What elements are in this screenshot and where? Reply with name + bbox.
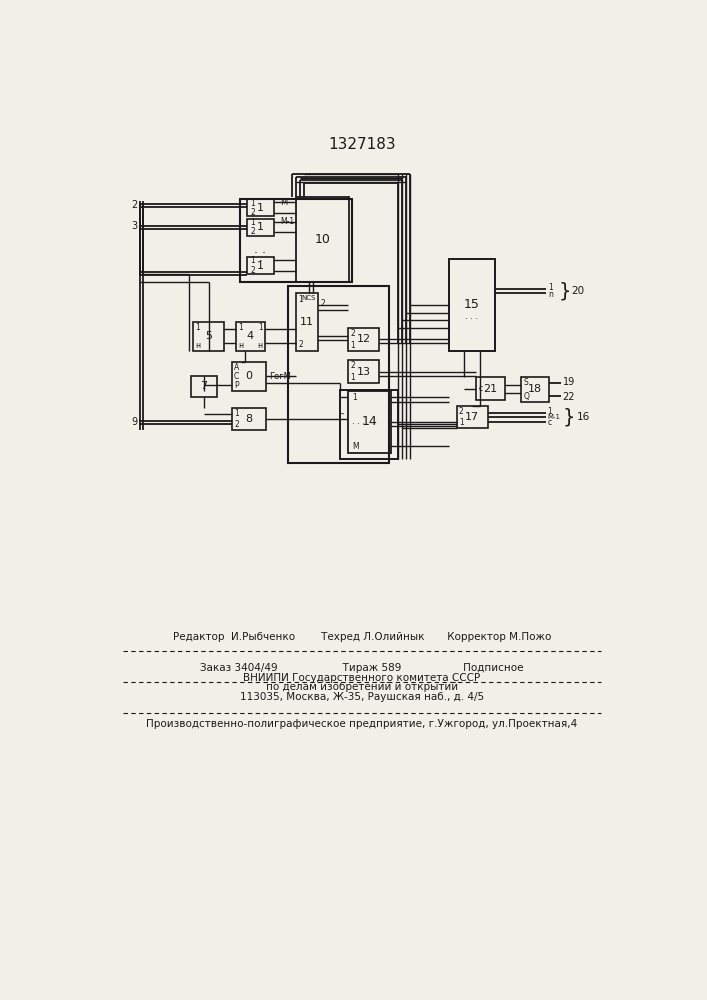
Text: 1: 1 [547, 407, 552, 416]
Text: 2: 2 [351, 361, 355, 370]
Bar [247, 257, 274, 274]
Text: 15: 15 [464, 298, 480, 311]
Bar [191, 376, 217, 397]
Text: Q: Q [523, 392, 529, 401]
Text: по делам изобретений и открытий: по делам изобретений и открытий [266, 682, 458, 692]
Text: M-1: M-1 [547, 414, 560, 420]
Text: }: } [563, 408, 575, 427]
Text: 1: 1 [548, 283, 553, 292]
Text: 1: 1 [257, 203, 264, 213]
Bar [232, 408, 266, 430]
Text: 1: 1 [257, 222, 264, 232]
Bar [348, 328, 379, 351]
Text: Заказ 3404/49                    Тираж 589                   Подписное: Заказ 3404/49 Тираж 589 Подписное [200, 663, 524, 673]
Text: 2: 2 [131, 200, 137, 210]
Text: 5: 5 [205, 331, 212, 341]
Text: 2: 2 [351, 329, 355, 338]
Bar [232, 362, 266, 391]
Bar [247, 199, 274, 216]
Text: 2: 2 [321, 299, 326, 308]
Text: 2: 2 [250, 227, 255, 236]
Text: c: c [478, 384, 482, 393]
Text: 1: 1 [351, 373, 355, 382]
Bar [235, 322, 265, 351]
Bar [521, 377, 549, 402]
Text: . . .: . . . [465, 312, 479, 321]
Text: M: M [280, 198, 287, 207]
Bar [457, 406, 488, 428]
Bar [348, 391, 391, 453]
Text: 113035, Москва, Ж-35, Раушская наб., д. 4/5: 113035, Москва, Ж-35, Раушская наб., д. … [240, 692, 484, 702]
Text: M-1: M-1 [280, 217, 294, 226]
Text: 1: 1 [238, 323, 243, 332]
Text: 2: 2 [250, 266, 255, 275]
Bar [476, 377, 506, 400]
Text: н: н [195, 341, 201, 350]
Bar [449, 259, 495, 351]
Bar [296, 293, 317, 351]
Text: 19: 19 [563, 377, 575, 387]
Text: 17: 17 [465, 412, 479, 422]
Text: A: A [234, 363, 240, 372]
Text: 13: 13 [356, 367, 370, 377]
Text: C: C [234, 372, 240, 381]
Bar [340, 390, 398, 459]
Bar [288, 286, 389, 463]
Text: 18: 18 [527, 384, 542, 394]
Text: 2: 2 [250, 208, 255, 217]
Text: Редактор  И.Рыбченко        Техред Л.Олийнык       Корректор М.Пожо: Редактор И.Рыбченко Техред Л.Олийнык Кор… [173, 632, 551, 642]
Text: 10: 10 [315, 233, 330, 246]
Text: NCS: NCS [301, 295, 315, 301]
Text: 22: 22 [563, 392, 575, 402]
Text: 1: 1 [298, 295, 303, 304]
Text: 20: 20 [571, 286, 584, 296]
Text: 1: 1 [257, 261, 264, 271]
Text: c: c [547, 418, 551, 427]
Text: S: S [523, 378, 528, 387]
Text: 0: 0 [245, 371, 252, 381]
Text: 14: 14 [361, 415, 378, 428]
Bar [247, 219, 274, 235]
Text: 16: 16 [577, 412, 590, 422]
Text: n: n [548, 290, 553, 299]
Text: C: C [339, 413, 344, 422]
Bar [296, 197, 349, 282]
Bar [193, 322, 224, 351]
Text: }: } [559, 281, 571, 300]
Text: P: P [234, 381, 239, 390]
Text: 1: 1 [459, 418, 464, 427]
Text: 7: 7 [200, 381, 207, 391]
Text: 2: 2 [298, 340, 303, 349]
Text: ВНИИПИ Государственного комитета СССР: ВНИИПИ Государственного комитета СССР [243, 673, 481, 683]
Text: . .: . . [255, 243, 267, 256]
Text: 1: 1 [250, 256, 255, 265]
Text: . . .: . . . [352, 417, 365, 426]
Text: 8: 8 [245, 414, 252, 424]
Text: 1: 1 [195, 323, 200, 332]
Text: .: . [259, 251, 262, 264]
Text: 2: 2 [459, 407, 464, 416]
Text: 1: 1 [250, 218, 255, 227]
Text: н: н [238, 341, 243, 350]
Text: 1: 1 [250, 199, 255, 208]
Text: 3: 3 [131, 221, 137, 231]
Text: 1: 1 [352, 393, 356, 402]
Text: 1: 1 [258, 323, 263, 332]
Text: 1: 1 [234, 409, 239, 418]
Text: 11: 11 [300, 317, 314, 327]
Bar [348, 360, 379, 383]
Text: 1327183: 1327183 [328, 137, 396, 152]
Text: Производственно-полиграфическое предприятие, г.Ужгород, ул.Проектная,4: Производственно-полиграфическое предприя… [146, 719, 578, 729]
Text: 1: 1 [351, 341, 355, 350]
Text: ГогМ: ГогМ [269, 372, 291, 381]
Text: 21: 21 [484, 384, 498, 394]
Text: н: н [257, 341, 263, 350]
Text: 4: 4 [247, 331, 254, 341]
Text: 12: 12 [356, 334, 370, 344]
Text: 9: 9 [131, 417, 137, 427]
Bar [240, 199, 352, 282]
Text: 2: 2 [234, 420, 239, 429]
Text: M: M [352, 442, 358, 451]
